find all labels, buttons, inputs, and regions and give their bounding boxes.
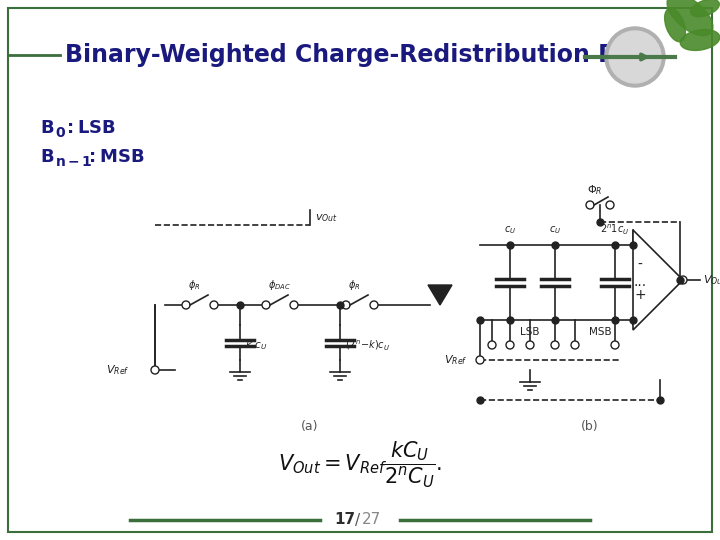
Text: $\phi_R$: $\phi_R$ xyxy=(188,278,200,292)
Circle shape xyxy=(606,201,614,209)
Text: $V_{Out}$: $V_{Out}$ xyxy=(703,273,720,287)
Text: $\phi_R$: $\phi_R$ xyxy=(348,278,361,292)
Circle shape xyxy=(605,27,665,87)
Circle shape xyxy=(609,31,661,83)
Circle shape xyxy=(290,301,298,309)
Text: ...: ... xyxy=(634,275,647,289)
Ellipse shape xyxy=(690,0,719,17)
Text: $\mathbf{B}$: $\mathbf{B}$ xyxy=(40,119,55,137)
Circle shape xyxy=(262,301,270,309)
Text: MSB: MSB xyxy=(589,327,611,337)
Text: 17: 17 xyxy=(334,512,355,528)
Text: $V_{Ref}$: $V_{Ref}$ xyxy=(107,363,130,377)
Circle shape xyxy=(586,201,594,209)
Ellipse shape xyxy=(665,8,685,42)
Text: $\mathbf{n-1}$: $\mathbf{n-1}$ xyxy=(55,155,93,169)
Circle shape xyxy=(370,301,378,309)
Text: -: - xyxy=(638,258,642,272)
Text: $k\ c_U$: $k\ c_U$ xyxy=(245,338,267,352)
Circle shape xyxy=(571,341,579,349)
Text: /: / xyxy=(356,512,361,528)
Text: LSB: LSB xyxy=(521,327,540,337)
Circle shape xyxy=(679,276,687,284)
Circle shape xyxy=(488,341,496,349)
Text: (a): (a) xyxy=(301,420,319,433)
Text: (b): (b) xyxy=(581,420,599,433)
Text: $\mathbf{B}$: $\mathbf{B}$ xyxy=(40,148,55,166)
Circle shape xyxy=(506,341,514,349)
Circle shape xyxy=(476,356,484,364)
Text: $2^n 1 c_U$: $2^n 1 c_U$ xyxy=(600,223,630,237)
Circle shape xyxy=(551,341,559,349)
Text: $c_U$: $c_U$ xyxy=(504,224,516,236)
Text: $V_{Ref}$: $V_{Ref}$ xyxy=(444,353,468,367)
Text: $\mathbf{0}$: $\mathbf{0}$ xyxy=(55,126,66,140)
Text: Binary-Weighted Charge-Redistribution DAC: Binary-Weighted Charge-Redistribution DA… xyxy=(65,43,653,67)
Text: 27: 27 xyxy=(362,512,382,528)
Circle shape xyxy=(526,341,534,349)
Ellipse shape xyxy=(667,0,713,36)
Text: $(2^n\!-\!k)c_U$: $(2^n\!-\!k)c_U$ xyxy=(345,338,390,352)
Circle shape xyxy=(182,301,190,309)
Text: $v_{Out}$: $v_{Out}$ xyxy=(315,212,338,224)
Text: $\Phi_R$: $\Phi_R$ xyxy=(588,183,603,197)
Text: $c_U$: $c_U$ xyxy=(549,224,561,236)
Text: $V_{Out} = V_{Ref}\dfrac{kC_U}{2^n C_U}.$: $V_{Out} = V_{Ref}\dfrac{kC_U}{2^n C_U}.… xyxy=(278,440,442,490)
Ellipse shape xyxy=(680,30,720,50)
Circle shape xyxy=(151,366,159,374)
Circle shape xyxy=(342,301,350,309)
Text: $\mathbf{: LSB}$: $\mathbf{: LSB}$ xyxy=(63,119,116,137)
Polygon shape xyxy=(428,285,452,305)
Circle shape xyxy=(611,341,619,349)
Circle shape xyxy=(210,301,218,309)
Text: $\phi_{DAC}$: $\phi_{DAC}$ xyxy=(268,278,291,292)
Text: $\mathbf{: MSB}$: $\mathbf{: MSB}$ xyxy=(85,148,145,166)
Text: +: + xyxy=(634,288,646,302)
Polygon shape xyxy=(633,230,683,330)
